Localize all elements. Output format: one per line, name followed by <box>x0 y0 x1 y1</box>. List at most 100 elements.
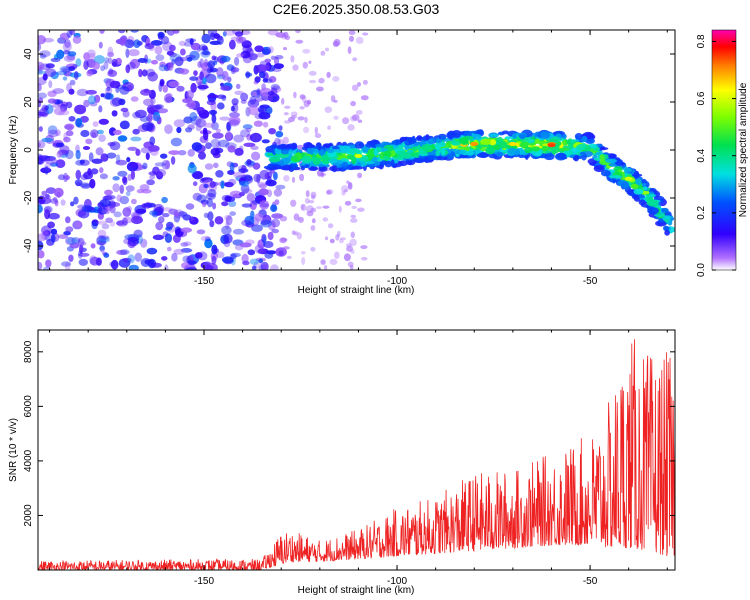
noise-blob <box>181 262 190 269</box>
noise-blob <box>130 136 142 142</box>
noise-blob <box>201 45 208 51</box>
noise-blob <box>220 85 232 91</box>
signal-blob <box>302 155 312 164</box>
noise-blob <box>213 162 219 169</box>
noise-blob <box>147 145 160 152</box>
noise-blob <box>97 207 108 215</box>
noise-blob <box>41 137 53 143</box>
noise-blob <box>42 73 48 81</box>
signal-blob <box>367 142 377 146</box>
signal-peak <box>624 176 633 181</box>
signal-blob <box>435 150 440 157</box>
noise-blob <box>104 57 109 63</box>
noise-blob <box>304 116 308 124</box>
signal-blob <box>347 154 357 160</box>
noise-blob <box>191 142 203 152</box>
snr-panel: -150 -100 -50 2000 4000 6000 8000 Height of st… <box>8 329 676 596</box>
noise-blob <box>111 97 123 106</box>
noise-blob <box>233 171 245 179</box>
noise-blob <box>130 58 140 69</box>
noise-blob <box>68 254 74 262</box>
noise-blob <box>164 264 169 270</box>
noise-blob <box>57 234 69 240</box>
noise-blob <box>149 174 156 180</box>
signal-blob <box>331 165 338 173</box>
noise-blob <box>92 61 100 70</box>
noise-blob <box>341 191 346 196</box>
signal-blob <box>605 158 617 163</box>
noise-blob <box>127 174 132 181</box>
noise-blob <box>65 130 74 137</box>
noise-blob <box>77 237 85 247</box>
noise-blob <box>61 261 72 267</box>
noise-blob <box>193 70 198 76</box>
noise-blob <box>275 130 284 138</box>
noise-blob <box>265 78 273 84</box>
noise-blob <box>229 112 240 118</box>
noise-blob <box>107 46 114 56</box>
signal-blob <box>633 171 640 179</box>
noise-blob <box>240 129 251 138</box>
noise-blob <box>326 190 332 195</box>
noise-blob <box>119 184 125 194</box>
noise-blob <box>201 51 211 56</box>
noise-blob <box>256 88 261 96</box>
noise-blob <box>132 128 140 135</box>
noise-blob <box>259 104 270 109</box>
y-tick-label: 4000 <box>23 449 34 472</box>
snr-frame <box>37 329 676 571</box>
noise-blob <box>122 110 130 118</box>
noise-blob <box>204 238 213 249</box>
noise-blob <box>45 259 52 268</box>
noise-blob <box>275 32 287 38</box>
noise-blob <box>237 36 247 43</box>
noise-blob <box>83 52 90 61</box>
noise-blob <box>346 245 353 252</box>
noise-blob <box>38 250 45 259</box>
colorbar-ticks: 0.0 0.2 0.4 0.6 0.8 <box>696 34 736 277</box>
noise-blob <box>45 187 57 195</box>
noise-blob <box>242 124 253 130</box>
noise-blob <box>143 98 154 107</box>
noise-blob <box>251 265 257 270</box>
noise-blob <box>128 49 140 57</box>
noise-blob <box>187 163 197 174</box>
noise-blob <box>230 252 241 258</box>
signal-blob <box>642 186 648 191</box>
noise-blob <box>82 146 91 150</box>
noise-blob <box>302 48 311 54</box>
noise-blob <box>253 120 263 127</box>
noise-blob <box>109 141 121 151</box>
noise-blob <box>284 105 291 109</box>
signal-blob <box>593 164 605 173</box>
noise-blob <box>205 142 212 150</box>
noise-blob <box>47 125 58 135</box>
noise-blob <box>47 90 57 98</box>
signal-blob <box>411 146 418 152</box>
noise-blob <box>347 261 354 268</box>
signal-blob <box>304 164 310 168</box>
noise-blob <box>224 181 234 188</box>
noise-blob <box>89 178 96 189</box>
noise-blob <box>66 237 78 245</box>
signal-blob <box>305 144 316 149</box>
noise-blob <box>107 57 113 64</box>
noise-blob <box>349 35 354 42</box>
noise-blob <box>215 251 225 258</box>
signal-blob <box>351 158 357 164</box>
noise-blob <box>38 35 46 45</box>
noise-blob <box>349 238 357 247</box>
noise-blob <box>99 245 105 251</box>
noise-blob <box>310 246 316 252</box>
signal-blob <box>440 135 446 141</box>
noise-blob <box>212 202 217 210</box>
noise-blob <box>281 97 285 105</box>
noise-blob <box>99 244 105 253</box>
noise-blob <box>345 243 352 248</box>
noise-blob <box>270 83 280 91</box>
signal-blob <box>451 140 458 146</box>
noise-blob <box>38 261 43 270</box>
noise-blob <box>349 265 354 270</box>
signal-blob <box>647 207 659 215</box>
noise-blob <box>192 171 204 180</box>
